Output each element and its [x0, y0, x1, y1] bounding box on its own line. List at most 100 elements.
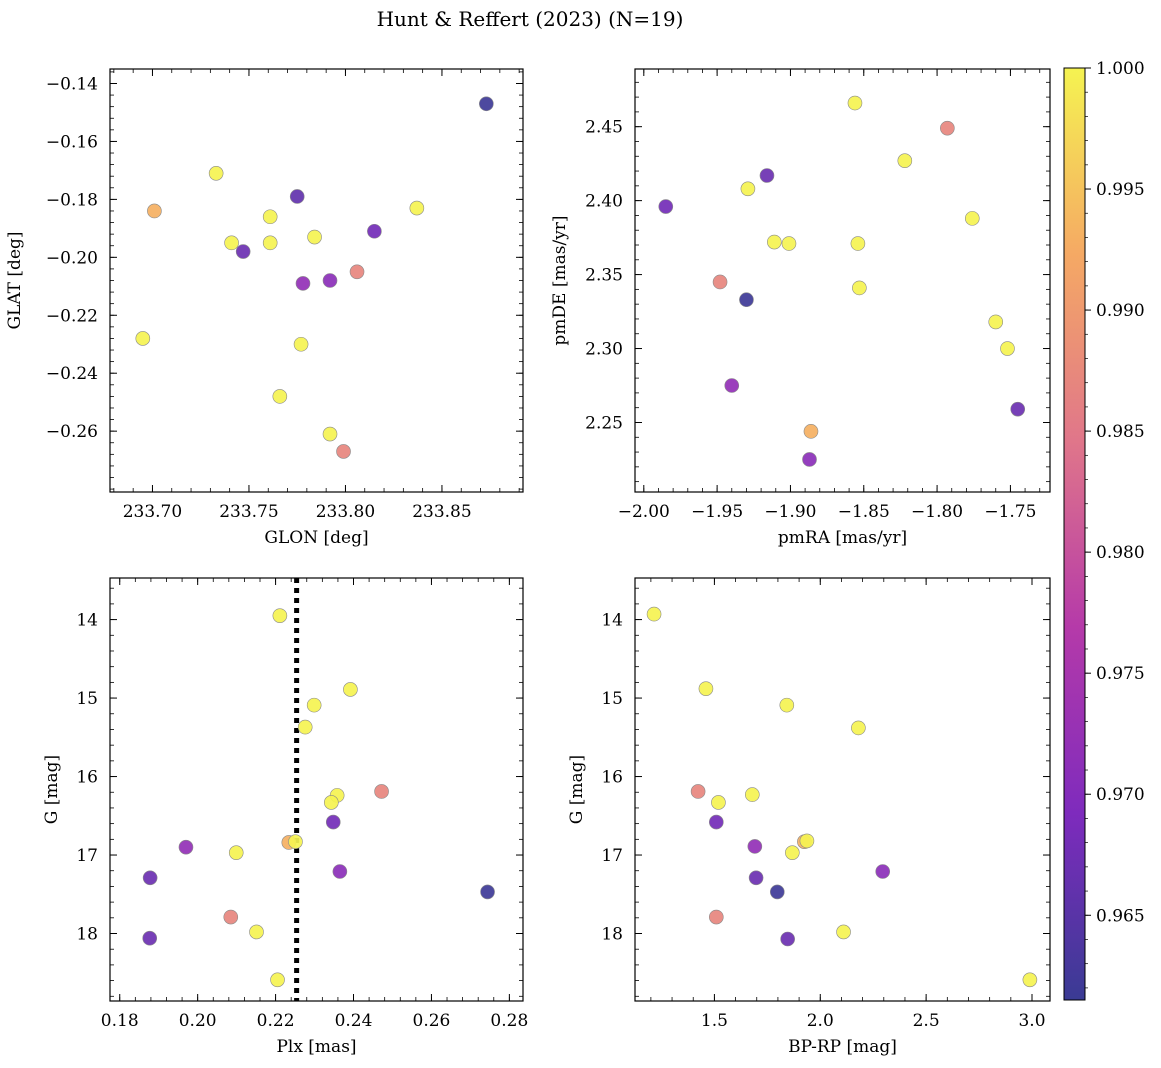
data-point [332, 864, 348, 879]
data-point [851, 720, 866, 736]
x-tick-label: 0.28 [490, 1011, 528, 1031]
data-point [343, 682, 358, 697]
data-point [739, 292, 754, 308]
data-point [223, 909, 239, 925]
data-point [709, 909, 724, 925]
data-point [270, 972, 285, 988]
x-tick-label: −1.75 [984, 502, 1036, 522]
data-point [850, 236, 866, 251]
colorbar-tick-label: 0.985 [1096, 422, 1145, 442]
data-point [745, 787, 760, 802]
colorbar-tick-label: 0.995 [1096, 180, 1145, 200]
x-tick-label: 0.22 [257, 1011, 295, 1031]
data-point [297, 719, 313, 735]
data-point [940, 120, 955, 136]
y-tick-label: −0.22 [46, 306, 98, 326]
data-point [322, 426, 338, 442]
data-point [709, 814, 724, 830]
data-point [142, 870, 158, 886]
data-point [272, 608, 288, 623]
x-tick-label: 0.18 [101, 1011, 139, 1031]
data-point [740, 181, 756, 197]
colorbar-tick-label: 0.965 [1096, 906, 1145, 926]
x-tick-label: −1.85 [838, 502, 890, 522]
x-axis-label: BP-RP [mag] [788, 1037, 897, 1057]
x-tick-label: −1.80 [911, 502, 963, 522]
data-point [235, 244, 251, 259]
panel-4: 1.5 2.0 2.5 3.0 14 15 16 17 18 BP-RP [mag] G [mag] [567, 577, 1051, 1057]
colorbar-gradient [1064, 68, 1085, 1000]
data-point [836, 924, 851, 940]
data-point [324, 795, 339, 810]
y-axis-label: G [mag] [567, 755, 587, 824]
x-tick-label: −2.00 [618, 502, 670, 522]
y-tick-label: −0.16 [46, 132, 98, 152]
y-tick-label: 2.30 [585, 340, 623, 360]
panel-3: 0.18 0.20 0.22 0.24 0.26 0.28 14 15 16 17 18 Plx [m… [42, 577, 528, 1057]
data-point [1000, 341, 1015, 356]
data-point [336, 444, 351, 459]
y-tick-label: 2.40 [585, 192, 623, 212]
x-tick-label: −1.95 [691, 502, 743, 522]
data-point [142, 930, 158, 946]
data-point [178, 839, 194, 855]
x-tick-label: 2.5 [913, 1011, 940, 1031]
data-point [480, 884, 495, 900]
colorbar-tick-label: 1.000 [1096, 59, 1145, 79]
colorbar-tick-label: 0.970 [1096, 785, 1145, 805]
x-axis-label: pmRA [mas/yr] [778, 528, 907, 548]
y-axis-label: G [mag] [42, 755, 62, 824]
data-point [479, 96, 494, 112]
x-tick-label: 233.70 [123, 502, 182, 522]
data-point [852, 280, 867, 296]
data-point [988, 314, 1004, 330]
data-point [803, 424, 819, 439]
data-point [964, 211, 980, 226]
data-point [711, 795, 726, 810]
x-tick-label: 0.26 [413, 1011, 451, 1031]
colorbar: 1.000 0.995 0.990 0.985 0.980 0.975 0.970 0.965 [1063, 59, 1145, 1001]
y-tick-label: 17 [601, 846, 623, 866]
x-tick-label: 0.24 [335, 1011, 373, 1031]
data-point [646, 606, 662, 622]
data-point [325, 814, 341, 830]
data-point [374, 784, 389, 799]
data-point [759, 168, 775, 183]
y-tick-label: 16 [76, 768, 98, 788]
data-point [208, 166, 224, 181]
data-point [658, 199, 674, 214]
figure-title: Hunt & Reffert (2023) (N=19) [377, 7, 684, 31]
y-tick-label: 15 [76, 689, 98, 709]
y-tick-label: 2.25 [585, 413, 623, 433]
data-point [295, 276, 311, 291]
data-point [897, 153, 913, 168]
data-point [690, 784, 706, 799]
data-point [322, 273, 338, 288]
x-tick-label: 233.80 [316, 502, 375, 522]
data-point [1010, 401, 1026, 417]
x-tick-label: 2.0 [807, 1011, 834, 1031]
colorbar-tick-label: 0.990 [1096, 301, 1145, 321]
y-tick-label: 14 [76, 611, 98, 631]
colorbar-tick-label: 0.975 [1096, 664, 1145, 684]
panels: 233.70 233.75 233.80 233.85 −0.14 −0.16 −0.18 −… [5, 68, 1051, 1057]
data-point [1022, 972, 1038, 988]
x-axis-label: Plx [mas] [276, 1037, 356, 1057]
plot-frame [634, 577, 1051, 1002]
y-axis-label: pmDE [mas/yr] [550, 215, 570, 345]
x-tick-label: 233.75 [219, 502, 278, 522]
y-tick-label: −0.26 [46, 422, 98, 442]
data-point [802, 452, 817, 467]
data-point [228, 845, 244, 860]
data-point [779, 697, 795, 713]
y-axis-label: GLAT [deg] [5, 231, 25, 329]
data-point [712, 274, 728, 290]
data-point [847, 95, 863, 111]
x-tick-label: 233.85 [412, 502, 471, 522]
colorbar-frame [1063, 67, 1086, 1001]
x-axis-label: GLON [deg] [264, 528, 368, 548]
panel-2: −2.00 −1.95 −1.90 −1.85 −1.80 −1.75 2.25 2.30 2.… [550, 68, 1051, 548]
data-point [875, 864, 891, 879]
data-point [409, 200, 425, 216]
